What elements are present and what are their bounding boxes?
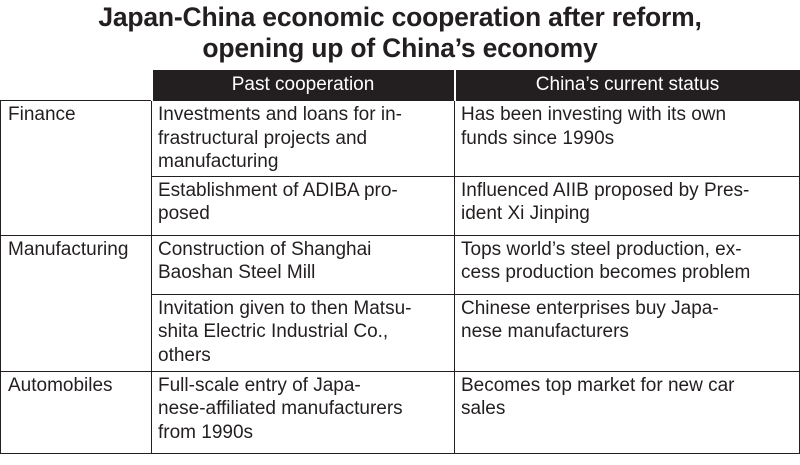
cell-line: cess production becomes problem: [461, 262, 751, 283]
current-cell: Has been investing with its own funds si…: [454, 100, 800, 177]
header-blank-cell: [0, 70, 152, 101]
past-cell: Full-scale entry of Japa- nese-affiliate…: [151, 370, 455, 454]
category-manufacturing: Manufacturing: [0, 234, 152, 372]
cell-line: Establishment of ADIBA pro-: [158, 179, 398, 201]
cell-line: ident Xi Jinping: [461, 203, 590, 224]
current-cell: Tops world’s steel production, ex- cess …: [454, 234, 800, 295]
header-current-status: China’s current status: [453, 70, 800, 101]
title-line-2: opening up of China’s economy: [202, 33, 598, 63]
cell-line: Investments and loans for in-: [158, 104, 402, 125]
past-cell: Invitation given to then Matsu- shita El…: [151, 293, 455, 372]
cell-line: frastructural projects and: [158, 127, 368, 149]
cell-line: Baoshan Steel Mill: [158, 262, 316, 283]
category-automobiles: Automobiles: [0, 370, 152, 454]
past-cell: Establishment of ADIBA pro- posed: [151, 175, 455, 236]
cell-line: nese manufacturers: [461, 321, 629, 342]
title-line-1: Japan-China economic cooperation after r…: [98, 2, 702, 32]
cooperation-table-container: Past cooperation China’s current status …: [0, 70, 800, 465]
cell-line: manufacturing: [158, 151, 279, 172]
cell-line: from 1990s: [158, 421, 254, 443]
cell-line: Invitation given to then Matsu-: [158, 297, 412, 319]
cell-line: funds since 1990s: [461, 127, 615, 149]
cooperation-table: Past cooperation China’s current status …: [0, 70, 800, 454]
past-cell: Construction of Shanghai Baoshan Steel M…: [151, 234, 455, 295]
category-finance: Finance: [0, 100, 152, 236]
table-row: Invitation given to then Matsu- shita El…: [1, 293, 800, 372]
past-cell: Investments and loans for in- frastructu…: [151, 100, 455, 177]
table-row: Automobiles Full-scale entry of Japa- ne…: [0, 370, 800, 454]
header-past-cooperation: Past cooperation: [150, 70, 455, 101]
current-cell: Becomes top market for new car sales: [454, 370, 800, 454]
page-title: Japan-China economic cooperation after r…: [0, 2, 800, 64]
table-row: Finance Investments and loans for in- fr…: [0, 100, 800, 236]
cell-line: Influenced AIIB proposed by Pres-: [461, 179, 750, 201]
cell-line: shita Electric Industrial Co.,: [158, 321, 389, 342]
current-cell: Chinese enterprises buy Japa- nese manuf…: [454, 293, 800, 372]
cell-line: sales: [461, 398, 506, 419]
current-cell: Influenced AIIB proposed by Pres- ident …: [454, 175, 800, 236]
cell-line: posed: [158, 203, 210, 224]
cell-line: Has been investing with its own: [461, 104, 727, 125]
cell-line: others: [158, 344, 211, 366]
cell-line: Becomes top market for new car: [461, 374, 735, 396]
cell-line: Full-scale entry of Japa-: [158, 374, 361, 396]
cell-line: Chinese enterprises buy Japa-: [461, 297, 719, 319]
cell-line: Construction of Shanghai: [158, 238, 372, 260]
table-row: Establishment of ADIBA pro- posed Influe…: [1, 175, 800, 236]
table-row: Manufacturing Construction of Shanghai B…: [0, 234, 800, 372]
cell-line: Tops world’s steel production, ex-: [461, 238, 742, 260]
table-header-row: Past cooperation China’s current status: [0, 70, 800, 101]
cell-line: nese-affiliated manufacturers: [158, 398, 403, 419]
